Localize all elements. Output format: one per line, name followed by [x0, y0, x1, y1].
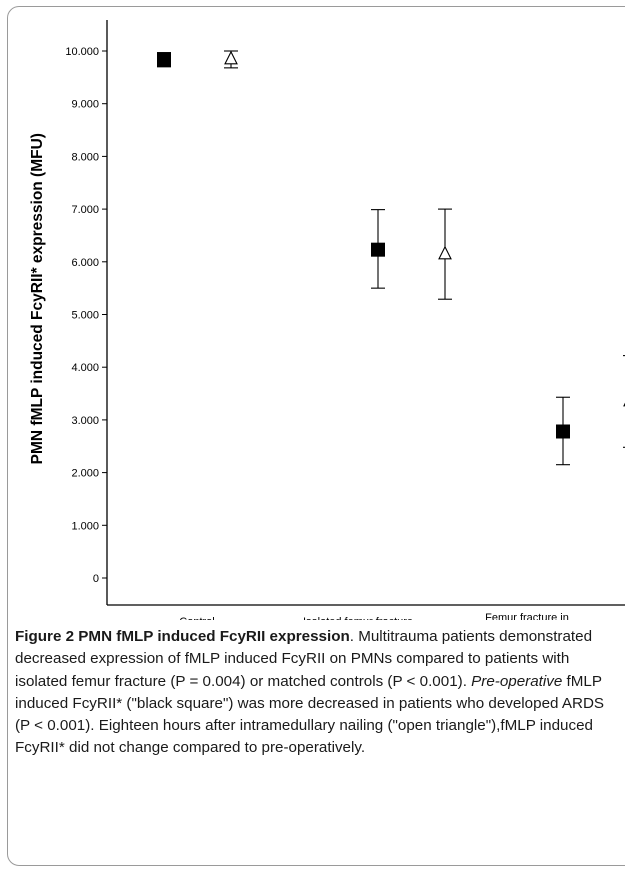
y-tick-label: 6.000	[71, 257, 99, 269]
caption-text-part2: fMLP induced FcyRII* ("black square") wa…	[15, 672, 605, 757]
y-tick-label: 3.000	[71, 415, 99, 427]
x-category-label: Femur fracture inmultitrauma	[485, 612, 569, 620]
y-tick-label: 5.000	[71, 310, 99, 322]
data-point-square	[556, 424, 570, 439]
figure-caption: Figure 2 PMN fMLP induced FcyRII express…	[15, 626, 619, 760]
y-tick-label: 7.000	[71, 204, 99, 216]
caption-text-part1: . Multitrauma patients demonstrated decr…	[15, 628, 593, 690]
x-category-label: Isolated femur fracture	[303, 616, 413, 620]
data-point-square	[371, 242, 385, 257]
y-tick-label: 0	[93, 573, 99, 585]
figure-frame	[7, 6, 625, 866]
x-category-label-line: Femur fracture in	[485, 612, 569, 620]
y-tick-label: 1.000	[71, 520, 99, 532]
data-point-triangle	[438, 245, 452, 260]
x-category-label: Control	[179, 616, 214, 620]
x-category-label-line: Isolated femur fracture	[303, 616, 413, 620]
y-tick-label: 10.000	[65, 46, 99, 58]
data-point-triangle	[224, 50, 238, 65]
x-category-label-line: Control	[179, 616, 214, 620]
y-tick-label: 9.000	[71, 99, 99, 111]
caption-italic: Pre-operative	[471, 672, 563, 690]
data-point-square	[157, 52, 171, 67]
caption-title: Figure 2 PMN fMLP induced FcyRII express…	[15, 628, 350, 645]
y-tick-label: 4.000	[71, 362, 99, 374]
chart: PMN fMLP induced FcyRII* expression (MFU…	[29, 20, 625, 620]
y-tick-label: 8.000	[71, 151, 99, 163]
y-tick-label: 2.000	[71, 468, 99, 480]
y-axis-title: PMN fMLP induced FcyRII* expression (MFU…	[29, 133, 46, 464]
